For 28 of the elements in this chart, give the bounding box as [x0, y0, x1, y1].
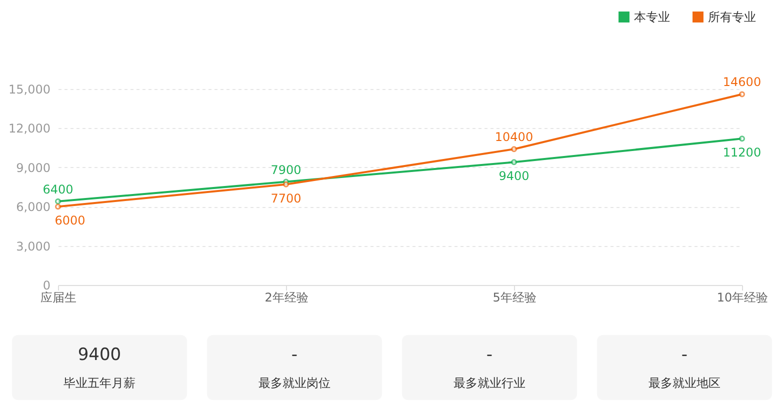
- data-label: 11200: [722, 146, 762, 160]
- data-label: 7900: [270, 162, 302, 177]
- data-label: 14600: [722, 75, 762, 90]
- text: 毕业五年月薪: [62, 375, 136, 392]
- text: -: [485, 345, 494, 367]
- y-tick-label: 15,000: [8, 82, 50, 96]
- x-tick-label: 2年经验: [264, 290, 308, 304]
- y-tick-label: 3,000: [16, 239, 50, 254]
- data-label: 9400: [498, 169, 530, 184]
- x-tick-label: 10年经验: [716, 290, 768, 304]
- data-label: 6400: [42, 182, 74, 196]
- y-tick-label: 6,000: [16, 200, 50, 214]
- text: -: [290, 345, 299, 367]
- text: 9400: [76, 345, 122, 367]
- y-tick-label: 12,000: [8, 122, 50, 136]
- data-label: 6000: [54, 214, 86, 228]
- x-tick-label: 5年经验: [492, 290, 536, 304]
- y-tick-label: 0: [42, 278, 50, 292]
- data-label: 10400: [494, 130, 534, 144]
- text: 最多就业行业: [452, 375, 526, 392]
- text: 最多就业地区: [648, 375, 722, 392]
- x-tick-label: 应届生: [40, 290, 76, 304]
- y-tick-label: 9,000: [16, 160, 50, 175]
- data-label: 7700: [270, 191, 302, 206]
- legend-label: 所有专业: [708, 10, 756, 24]
- text: 最多就业岗位: [258, 375, 332, 392]
- legend-label: 本专业: [634, 10, 670, 24]
- text: -: [680, 345, 689, 367]
